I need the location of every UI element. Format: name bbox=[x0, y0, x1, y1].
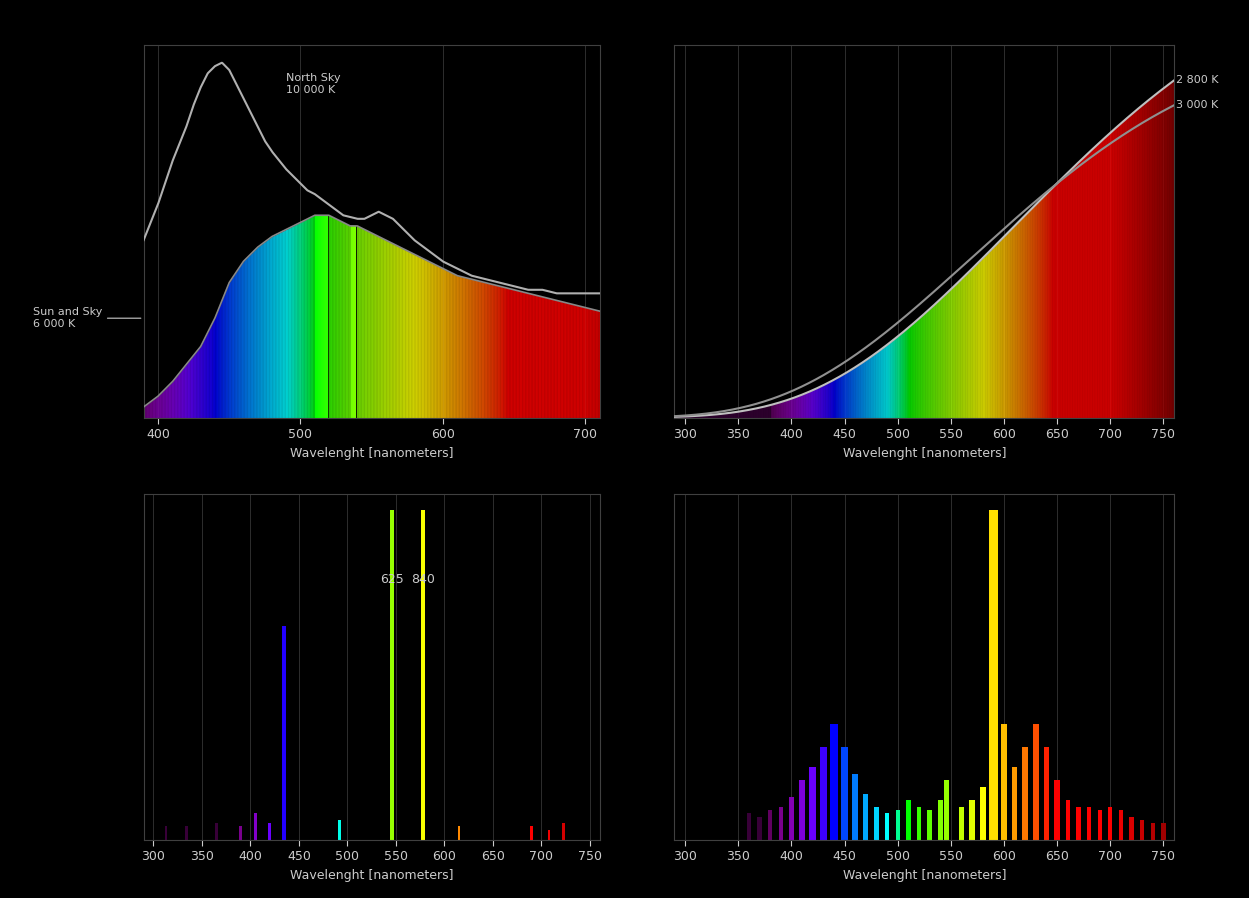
Text: Sun and Sky
6 000 K: Sun and Sky 6 000 K bbox=[32, 307, 141, 329]
Text: 2 800 K: 2 800 K bbox=[1177, 75, 1219, 85]
Text: 3 000 K: 3 000 K bbox=[1177, 101, 1219, 110]
X-axis label: Wavelenght [nanometers]: Wavelenght [nanometers] bbox=[843, 446, 1005, 460]
Text: 625: 625 bbox=[380, 573, 403, 585]
X-axis label: Wavelenght [nanometers]: Wavelenght [nanometers] bbox=[290, 446, 453, 460]
X-axis label: Wavelenght [nanometers]: Wavelenght [nanometers] bbox=[290, 868, 453, 882]
Text: 840: 840 bbox=[411, 573, 435, 585]
X-axis label: Wavelenght [nanometers]: Wavelenght [nanometers] bbox=[843, 868, 1005, 882]
Text: North Sky
10 000 K: North Sky 10 000 K bbox=[286, 74, 341, 95]
